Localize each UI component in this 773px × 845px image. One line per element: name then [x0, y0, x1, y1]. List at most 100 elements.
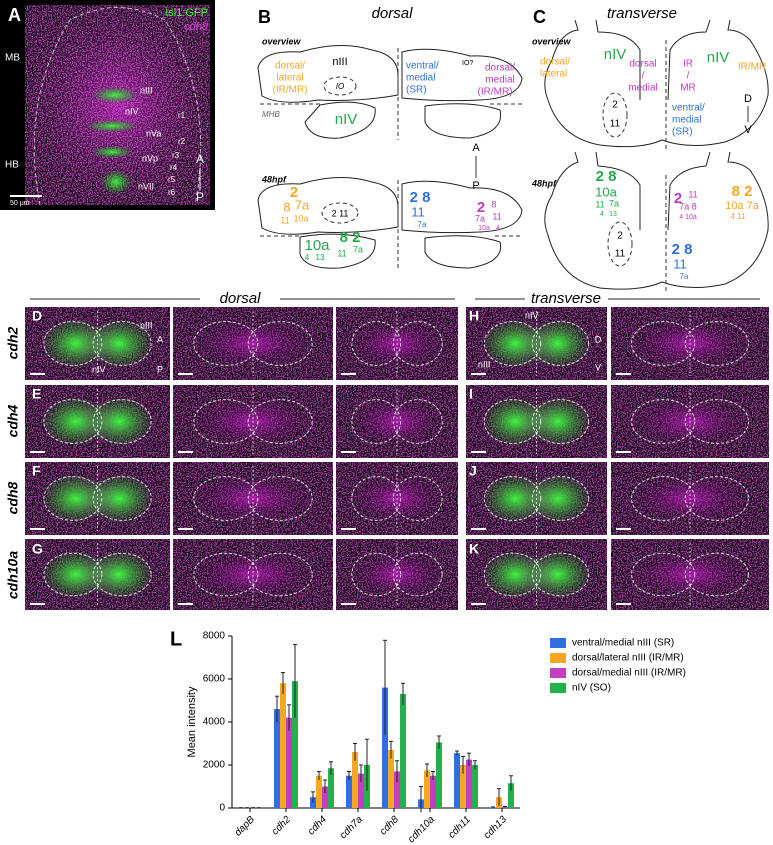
label: A: [472, 142, 480, 154]
micrograph-grid: dorsal transverse cdh2 cdh4 cdh8 cdh10a …: [5, 290, 769, 610]
label: 7a: [418, 220, 427, 229]
label: 7a: [609, 198, 619, 208]
label: medial: [406, 73, 435, 84]
outline: [33, 7, 202, 206]
label: 11: [337, 248, 346, 258]
outline: [92, 476, 152, 521]
label: P: [472, 180, 479, 192]
label: 2 11: [332, 208, 349, 218]
shape: [544, 151, 769, 290]
x-tick-label: cdh11: [446, 814, 473, 841]
row-label: cdh8: [5, 481, 21, 514]
panel-a: A Isl1:GFP cdh8 MB HB nIII nIV nVa nVp n…: [0, 0, 215, 210]
label: 11: [280, 215, 289, 225]
outline: [43, 552, 103, 597]
panel-letter: E: [32, 386, 41, 402]
legend-label: dorsal/lateral nIII (IR/MR): [572, 653, 684, 664]
outline: [351, 321, 402, 366]
panel-letter: K: [469, 541, 479, 557]
outline: [92, 321, 152, 366]
bar: [382, 687, 388, 808]
label: medial: [485, 75, 514, 86]
outline: [43, 321, 103, 366]
region: MB: [5, 53, 20, 64]
x-tick-label: cdh8: [378, 814, 401, 837]
scale-label: 50 µm: [10, 200, 30, 207]
label: medial: [672, 115, 701, 126]
bar: [472, 765, 478, 808]
panel-c: C transverse overview nIV dorsal/ latera…: [531, 5, 769, 292]
io-outline: [323, 76, 357, 96]
outline: [631, 476, 696, 521]
outline: [92, 399, 152, 444]
bar: [292, 681, 298, 808]
outline: [247, 321, 313, 366]
label: /: [642, 71, 645, 82]
y-tick-label: 6000: [203, 674, 226, 685]
panel-letter: J: [469, 463, 477, 479]
label: 10a: [293, 213, 308, 223]
bar: [358, 773, 364, 808]
gfp: [87, 320, 152, 367]
label: lateral: [276, 73, 303, 84]
label: nIV: [707, 49, 730, 66]
outline: [392, 552, 443, 597]
legend: cdh8: [184, 21, 209, 33]
gfp: [526, 320, 589, 367]
label: 11: [673, 256, 687, 271]
x-tick-label: dapB: [233, 814, 258, 839]
outline: [193, 321, 259, 366]
x-tick-label: cdh2: [270, 814, 293, 837]
label: 10a: [478, 225, 490, 232]
label: nIV: [604, 46, 627, 63]
label: dorsal/: [540, 57, 570, 68]
label: /: [687, 71, 690, 82]
bar: [274, 709, 280, 808]
nucleus: nVII: [138, 181, 154, 191]
header: dorsal: [220, 290, 262, 307]
header: transverse: [531, 290, 601, 307]
y-tick-label: 2000: [203, 760, 226, 771]
shape: [424, 103, 502, 139]
nucleus: nIII: [140, 85, 153, 95]
legend-label: nIV (SO): [572, 683, 611, 694]
label: 2: [477, 199, 485, 216]
bar-chart: L Mean intensity 0 2000 4000 6000 8000 dapB cd…: [170, 628, 686, 845]
gfp: [87, 475, 152, 522]
outline: [43, 476, 103, 521]
label: lateral: [540, 69, 567, 80]
axis-label: A: [196, 152, 204, 166]
rhombomere: r6: [168, 188, 176, 197]
stain: [189, 549, 317, 600]
label: 7a: [353, 244, 363, 254]
rhombomere: r2: [178, 137, 186, 146]
label: 2: [612, 100, 618, 111]
bar: [346, 775, 352, 808]
bar: [322, 786, 328, 808]
subheading: overview: [262, 36, 302, 46]
shape: [299, 233, 376, 269]
region: HB: [5, 160, 19, 171]
label: 7a: [295, 197, 310, 212]
rhombomere: r5: [168, 175, 176, 184]
label: 2: [674, 190, 682, 207]
label: dorsal/: [485, 63, 515, 74]
legend-swatch: [550, 653, 566, 663]
subheading: overview: [532, 36, 572, 46]
label: 4 11: [731, 212, 747, 221]
outline: [43, 399, 103, 444]
stain: [626, 549, 754, 600]
label: 7a 8: [679, 201, 697, 211]
gfp: [87, 398, 152, 445]
label: dorsal: [629, 59, 656, 70]
y-tick-label: 4000: [203, 717, 226, 728]
label: nIII: [332, 56, 347, 68]
label: ventral/: [672, 103, 705, 114]
label: 11: [492, 211, 501, 221]
y-axis-label: Mean intensity: [186, 686, 198, 757]
label: nIV: [335, 111, 358, 128]
gfp: [526, 551, 589, 598]
label: 2 8: [596, 168, 617, 185]
label: 4: [496, 225, 500, 232]
label: 11: [595, 199, 604, 209]
